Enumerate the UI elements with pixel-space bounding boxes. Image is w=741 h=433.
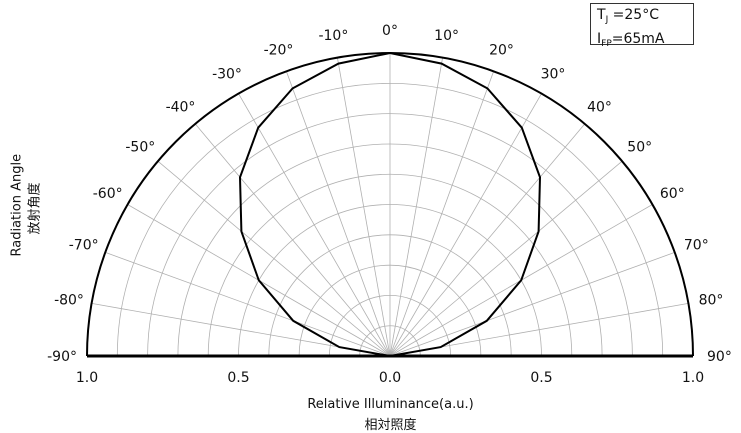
curve-layer <box>238 51 542 358</box>
radial-tick-label: 0.0 <box>379 370 401 386</box>
angle-tick-label: -30° <box>212 67 242 83</box>
x-axis-label: Relative Illuminance(a.u.) <box>307 397 474 412</box>
angle-tick-label: 70° <box>684 238 709 254</box>
condition-ifp: IFP=65mA <box>597 31 665 49</box>
angle-tick-label: 40° <box>587 99 612 115</box>
radial-tick-label: 1.0 <box>682 370 704 386</box>
y-axis-label-cn: 放射角度 <box>27 182 43 235</box>
grid-spoke <box>389 57 444 357</box>
x-axis-label-cn: 相対照度 <box>364 418 417 433</box>
series-curve <box>238 51 542 358</box>
grid-spoke <box>389 123 586 357</box>
grid-spoke <box>285 71 391 357</box>
grid-spoke <box>238 93 391 357</box>
angle-tick-label: -80° <box>54 292 84 308</box>
angle-tick-label: -10° <box>318 28 348 44</box>
angle-tick-label: 20° <box>489 43 514 59</box>
grid-spoke <box>389 71 495 357</box>
radial-tick-label: 0.5 <box>530 370 552 386</box>
conditions-box: TJ =25°C IFP=65mA <box>590 3 694 49</box>
radial-tick-label: 1.0 <box>76 370 98 386</box>
radial-tick-label: 0.5 <box>227 370 249 386</box>
angle-tick-label: -20° <box>264 43 294 59</box>
grid-spoke <box>336 57 391 357</box>
radial-tick-labels: 1.0 0.5 0.0 0.5 1.0 <box>76 370 704 386</box>
angle-tick-label: 60° <box>660 186 685 202</box>
angle-tick-label: 80° <box>699 292 724 308</box>
grid-spoke <box>157 160 391 357</box>
angle-tick-label: -90° <box>47 349 77 365</box>
grid-spoke <box>105 251 391 357</box>
grid-spoke <box>389 160 623 357</box>
angle-tick-label: 90° <box>707 349 732 365</box>
angle-tick-label: 50° <box>627 140 652 156</box>
condition-tj: TJ =25°C <box>597 7 659 25</box>
angle-tick-label: 0° <box>382 23 398 39</box>
angle-tick-label: 30° <box>541 67 566 83</box>
angle-tick-label: -40° <box>166 99 196 115</box>
y-axis-label: Radiation Angle <box>9 153 25 257</box>
grid-spoke <box>389 251 675 357</box>
angle-tick-labels: -90° -80° -70° -60° -50° -40° -30° -20° -10° 0° 10… <box>47 23 732 365</box>
angle-tick-label: -50° <box>125 140 155 156</box>
angle-tick-label: 10° <box>434 28 459 44</box>
grid-spoke <box>389 93 542 357</box>
grid-spoke <box>194 123 391 357</box>
angle-tick-label: -70° <box>69 238 99 254</box>
angle-tick-label: -60° <box>93 186 123 202</box>
